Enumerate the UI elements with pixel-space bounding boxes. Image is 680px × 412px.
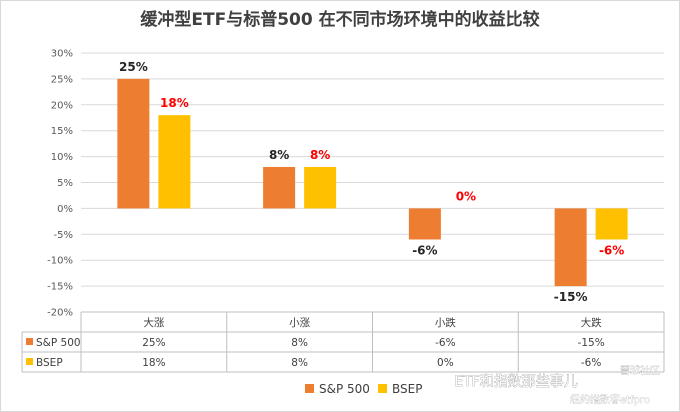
legend-label: S&P 500 [319,382,370,396]
y-tick-label: -15% [47,282,73,293]
bar [554,208,587,287]
table-series-name: S&P 500 [36,337,81,349]
x-tick-label: 小跌 [435,316,456,329]
data-label: 18% [160,96,189,110]
watermark-corner: 雪球社区 [620,364,660,377]
table-cell: -15% [578,337,605,349]
legend-key [378,384,387,393]
bar [595,208,628,240]
table-cell: -6% [581,357,601,369]
y-tick-label: 5% [57,178,73,189]
y-tick-label: -10% [47,256,73,267]
y-tick-label: -20% [47,308,73,319]
bars [117,78,628,287]
x-tick-label: 大跌 [581,316,602,329]
y-tick-label: 10% [51,152,73,163]
watermark-subtext: 纽约指数客etfpro [570,393,650,406]
table-legend-key [26,358,33,365]
data-label: 25% [119,60,148,74]
table-cell: 8% [291,337,308,349]
data-label: 8% [310,148,330,162]
legend-label: BSEP [392,382,422,396]
table-cell: 0% [437,357,454,369]
y-tick-label: 15% [51,126,73,137]
y-tick-label: -5% [54,230,73,241]
bar [304,166,337,209]
bar [408,208,441,240]
x-tick-label: 大涨 [143,316,164,329]
data-label: 0% [456,189,476,203]
data-label: -6% [599,243,624,257]
y-tick-label: 25% [51,74,73,85]
bar [158,115,191,209]
data-labels: 25% 8% -6% -15% 18% 8% 0% -6% [119,60,624,304]
data-table: 大涨 小涨 小跌 大跌 S&P 500 25% 8% -6% -15% BSEP 18% 8% 0% -6… [21,311,665,373]
watermark: ETF和指数那些事儿 纽约指数客etfpro 雪球社区 [454,364,660,406]
table-cell: 18% [142,357,165,369]
table-cell: 25% [142,337,165,349]
chart-title: 缓冲型ETF与标普500 在不同市场环境中的收益比较 [140,9,539,30]
watermark-text: ETF和指数那些事儿 [454,374,577,390]
legend-key [305,384,314,393]
y-tick-label: 20% [51,100,73,111]
bar [263,166,296,209]
data-label: -15% [554,290,588,304]
table-series-name: BSEP [36,357,63,369]
x-tick-label: 小涨 [289,317,310,329]
table-legend-key [26,338,33,345]
y-tick-label: 30% [51,49,73,60]
legend: S&P 500 BSEP [305,382,422,396]
y-tick-label: 0% [57,204,73,215]
data-label: 8% [269,148,289,162]
bar [117,78,150,209]
table-cell: 8% [291,357,308,369]
table-cell: -6% [435,337,455,349]
y-axis-ticks: -20% -15% -10% -5% 0% 5% 10% 15% 20% 25% 30% [47,49,73,319]
data-label: -6% [412,243,437,257]
